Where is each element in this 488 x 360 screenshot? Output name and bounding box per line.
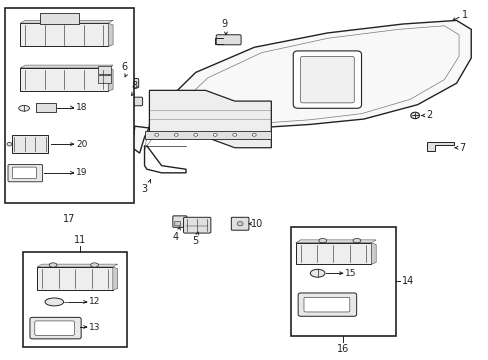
Text: 12: 12	[89, 297, 101, 306]
Bar	[22, 252, 127, 347]
Text: 1: 1	[461, 10, 467, 20]
Text: 10: 10	[250, 219, 263, 229]
Ellipse shape	[45, 298, 63, 306]
Text: 4: 4	[172, 231, 178, 242]
Text: 14: 14	[401, 276, 413, 286]
FancyBboxPatch shape	[304, 297, 349, 312]
Ellipse shape	[310, 269, 325, 277]
FancyBboxPatch shape	[37, 267, 113, 290]
FancyBboxPatch shape	[20, 68, 108, 91]
FancyBboxPatch shape	[40, 13, 79, 24]
FancyBboxPatch shape	[293, 51, 361, 108]
FancyBboxPatch shape	[36, 103, 56, 112]
FancyBboxPatch shape	[8, 165, 42, 182]
Text: 3: 3	[141, 184, 147, 194]
Ellipse shape	[90, 263, 98, 267]
Ellipse shape	[318, 238, 326, 243]
FancyBboxPatch shape	[20, 23, 108, 46]
FancyBboxPatch shape	[298, 293, 356, 316]
Ellipse shape	[155, 134, 158, 136]
Polygon shape	[20, 20, 113, 23]
Text: 6: 6	[121, 62, 127, 72]
Ellipse shape	[49, 263, 57, 267]
FancyBboxPatch shape	[12, 167, 36, 179]
Polygon shape	[144, 131, 271, 139]
Ellipse shape	[174, 134, 178, 136]
Bar	[290, 226, 395, 336]
Text: 16: 16	[336, 344, 348, 354]
FancyBboxPatch shape	[116, 78, 139, 88]
FancyBboxPatch shape	[12, 135, 48, 153]
FancyBboxPatch shape	[183, 217, 210, 233]
Polygon shape	[295, 240, 375, 243]
Polygon shape	[20, 65, 113, 68]
Polygon shape	[108, 68, 113, 91]
Text: 15: 15	[345, 269, 356, 278]
FancyBboxPatch shape	[174, 222, 180, 226]
FancyBboxPatch shape	[98, 66, 110, 74]
Text: 13: 13	[89, 323, 101, 332]
FancyBboxPatch shape	[300, 56, 353, 103]
Text: 17: 17	[63, 214, 75, 224]
Text: 5: 5	[192, 236, 199, 246]
FancyBboxPatch shape	[216, 35, 241, 45]
Text: 19: 19	[76, 168, 87, 177]
FancyBboxPatch shape	[295, 243, 370, 264]
Bar	[4, 8, 134, 203]
Ellipse shape	[237, 222, 243, 226]
Ellipse shape	[193, 134, 197, 136]
FancyBboxPatch shape	[30, 318, 81, 339]
Text: 2: 2	[425, 111, 431, 121]
FancyBboxPatch shape	[231, 217, 248, 230]
Ellipse shape	[410, 112, 419, 119]
FancyBboxPatch shape	[35, 321, 74, 335]
Polygon shape	[370, 243, 375, 264]
Ellipse shape	[19, 105, 29, 111]
Polygon shape	[113, 267, 118, 290]
Text: 20: 20	[76, 140, 87, 149]
Text: 11: 11	[74, 235, 86, 245]
Polygon shape	[108, 23, 113, 46]
Ellipse shape	[7, 142, 12, 146]
Ellipse shape	[232, 134, 236, 136]
FancyBboxPatch shape	[98, 75, 110, 83]
FancyBboxPatch shape	[172, 216, 186, 227]
Ellipse shape	[352, 238, 360, 243]
Ellipse shape	[213, 134, 217, 136]
Polygon shape	[132, 21, 470, 153]
FancyBboxPatch shape	[121, 97, 142, 106]
Ellipse shape	[252, 134, 256, 136]
Text: 18: 18	[76, 103, 87, 112]
Polygon shape	[37, 264, 118, 267]
Text: 8: 8	[131, 81, 137, 91]
Polygon shape	[427, 142, 453, 151]
Text: 9: 9	[221, 19, 226, 30]
Text: 7: 7	[458, 143, 465, 153]
Polygon shape	[149, 90, 271, 148]
